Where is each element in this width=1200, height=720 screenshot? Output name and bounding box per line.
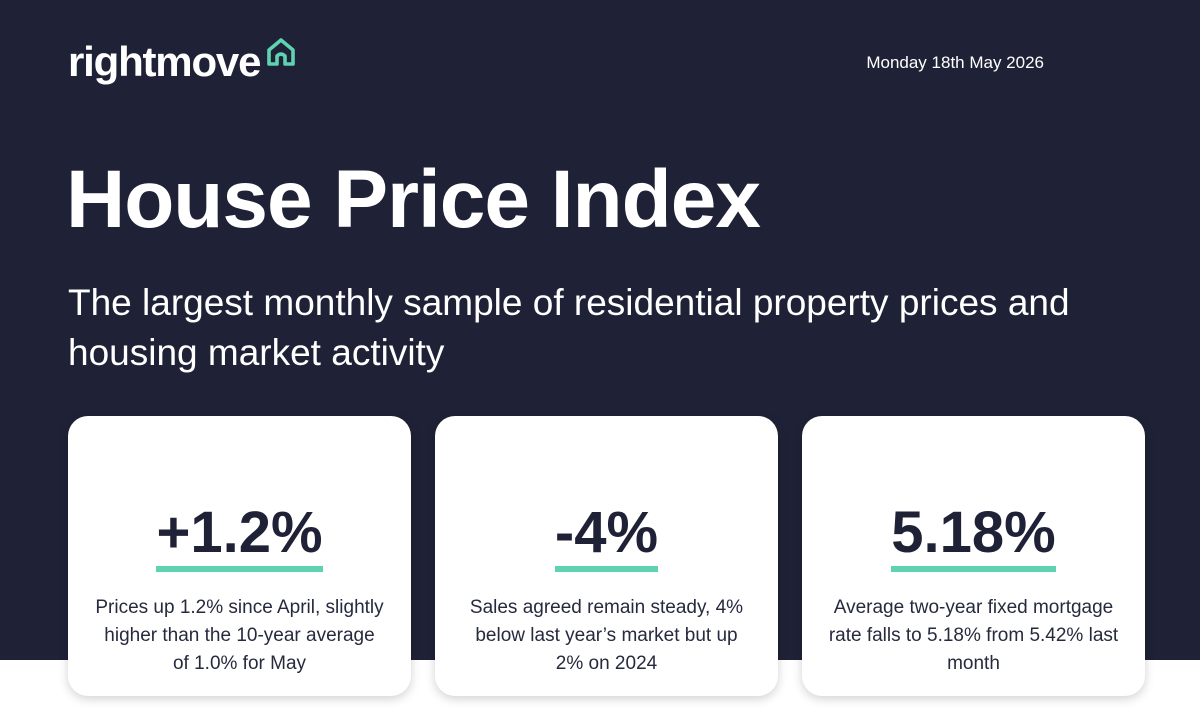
stat-card-price-change: +1.2% Prices up 1.2% since April, slight… xyxy=(68,416,411,696)
rightmove-logo[interactable]: rightmove xyxy=(68,38,298,86)
page-subtitle: The largest monthly sample of residentia… xyxy=(68,282,1070,373)
house-outline-icon xyxy=(267,38,296,66)
stat-card-sales-agreed: -4% Sales agreed remain steady, 4% below… xyxy=(435,416,778,696)
stat-description: Average two-year fixed mortgage rate fal… xyxy=(828,597,1119,674)
stat-description: Sales agreed remain steady, 4% below las… xyxy=(469,597,744,674)
page-title: House Price Index xyxy=(66,154,761,245)
stats-cards: +1.2% Prices up 1.2% since April, slight… xyxy=(68,416,1145,696)
stat-value: +1.2% xyxy=(156,502,323,572)
stat-value: 5.18% xyxy=(891,502,1056,572)
publication-date: Monday 18th May 2026 xyxy=(866,53,1044,72)
stat-value: -4% xyxy=(554,502,659,572)
stat-card-mortgage-rate: 5.18% Average two-year fixed mortgage ra… xyxy=(802,416,1145,696)
stat-description: Prices up 1.2% since April, slightly hig… xyxy=(95,597,384,674)
logo-wordmark: rightmove xyxy=(68,38,261,85)
